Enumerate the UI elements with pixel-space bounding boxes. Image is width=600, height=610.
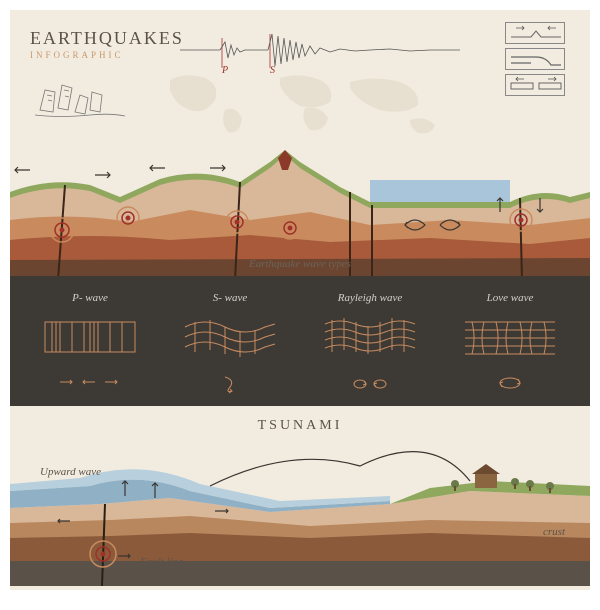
s-wave-diagram <box>180 312 280 362</box>
mantel-label: mantel <box>535 566 565 578</box>
tsunami-title: TSUNAMI <box>258 418 343 434</box>
upward-wave-label: Upward wave <box>40 466 101 478</box>
love-wave-label: Love wave <box>450 292 570 304</box>
convergent-fault-icon <box>505 22 565 44</box>
subtitle: INFOGRAPHIC <box>30 50 124 60</box>
love-wave-diagram <box>460 312 560 362</box>
fault-type-icons <box>505 22 575 100</box>
p-wave-label: P- wave <box>30 292 150 304</box>
rayleigh-wave-label: Rayleigh wave <box>310 292 430 304</box>
p-wave-diagram <box>40 312 140 362</box>
crust-label: crust <box>543 526 565 538</box>
p-wave-item: P- wave <box>30 292 150 400</box>
tsunami-diagram <box>10 436 590 586</box>
fault-line-label: Fault line <box>140 556 183 568</box>
love-wave-item: Love wave <box>450 292 570 400</box>
world-map-icon <box>150 60 470 160</box>
city-doodle-icon <box>30 70 130 130</box>
s-wave-label: S- wave <box>170 292 290 304</box>
tsunami-section: TSUNAMI <box>10 406 590 590</box>
rayleigh-wave-item: Rayleigh wave <box>310 292 430 400</box>
s-wave-item: S- wave <box>170 292 290 400</box>
main-title: EARTHQUAKES <box>30 28 184 49</box>
wave-types-section: Earthquake wave types P- wave S- wave <box>10 276 590 406</box>
transform-fault-icon <box>505 48 565 70</box>
rayleigh-wave-diagram <box>320 312 420 362</box>
house-icon <box>472 464 500 488</box>
infographic-container: EARTHQUAKES INFOGRAPHIC P S <box>10 10 590 590</box>
wave-section-title: Earthquake wave types <box>249 258 351 270</box>
divergent-fault-icon <box>505 74 565 96</box>
